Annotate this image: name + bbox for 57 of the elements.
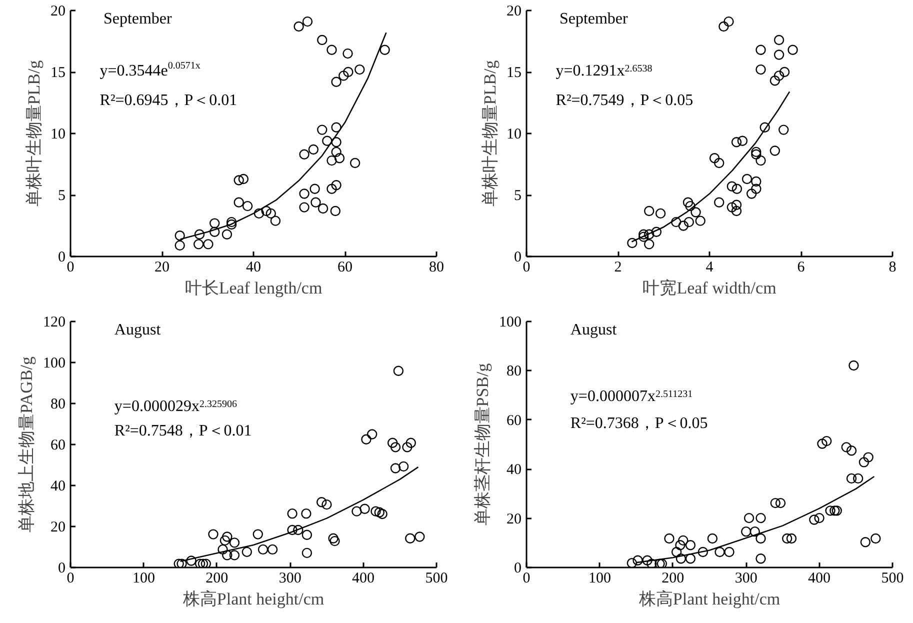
y-tick-label: 80 — [50, 396, 66, 412]
y-tick-label: 0 — [514, 560, 522, 576]
annotation: R²=0.7549，P＜0.05 — [556, 92, 694, 109]
y-tick-label: 100 — [499, 314, 522, 330]
x-tick-label: 400 — [352, 570, 375, 586]
x-tick-label: 2 — [614, 260, 622, 276]
y-tick-label: 10 — [506, 126, 522, 142]
x-tick-label: 100 — [132, 570, 155, 586]
annotation: August — [114, 322, 162, 339]
x-tick-label: 500 — [425, 570, 448, 586]
y-tick-label: 15 — [506, 65, 522, 81]
y-tick-label: 20 — [50, 520, 66, 536]
x-tick-label: 20 — [154, 260, 170, 276]
y-tick-label: 0 — [58, 250, 66, 266]
y-tick-label: 10 — [50, 126, 66, 142]
x-tick-label: 8 — [888, 260, 896, 276]
x-tick-label: 4 — [706, 260, 714, 276]
y-tick-label: 5 — [58, 188, 66, 204]
annotation: R²=0.7548，P＜0.01 — [114, 422, 252, 440]
x-tick-label: 200 — [662, 570, 684, 586]
y-tick-label: 0 — [58, 560, 66, 576]
x-tick-label: 6 — [797, 260, 806, 276]
x-tick-label: 400 — [808, 570, 831, 586]
y-tick-label: 20 — [50, 4, 66, 20]
annotation: R²=0.6945，P＜0.01 — [100, 92, 238, 109]
y-tick-label: 100 — [43, 356, 66, 372]
y-tick-label: 80 — [506, 364, 522, 380]
x-tick-label: 60 — [338, 260, 352, 276]
x-tick-label: 300 — [278, 570, 302, 586]
y-tick-label: 20 — [506, 511, 522, 528]
y-tick-label: 40 — [50, 478, 66, 494]
annotation: September — [103, 10, 173, 28]
y-tick-label: 60 — [506, 412, 522, 429]
x-tick-label: 100 — [588, 570, 611, 586]
x-tick-label: 200 — [206, 570, 228, 586]
y-tick-label: 40 — [506, 462, 522, 478]
y-tick-label: 0 — [514, 250, 522, 266]
y-axis-title: 单株叶生物量PLB/g — [480, 60, 500, 207]
y-tick-label: 60 — [50, 438, 66, 454]
x-tick-label: 300 — [734, 570, 758, 586]
x-tick-label: 500 — [881, 570, 904, 586]
y-tick-label: 120 — [43, 314, 66, 330]
y-tick-label: 15 — [50, 65, 66, 81]
x-tick-label: 80 — [429, 260, 444, 276]
y-axis-title: 单株叶生物量PLB/g — [24, 60, 44, 207]
x-axis-title: 叶长Leaf length/cm — [184, 278, 322, 298]
x-axis-title: 叶宽Leaf width/cm — [642, 278, 776, 298]
x-axis-title: 株高Plant height/cm — [638, 590, 780, 608]
x-tick-label: 40 — [246, 260, 261, 276]
y-axis-title: 单株地上生物量PAGB/g — [17, 356, 36, 533]
annotation: R²=0.7368，P＜0.05 — [570, 415, 708, 432]
y-tick-label: 5 — [514, 188, 522, 204]
y-axis-title: 单株茎杆生物量PSB/g — [473, 362, 492, 526]
y-tick-label: 20 — [506, 4, 522, 20]
x-axis-title: 株高Plant height/cm — [182, 590, 324, 608]
annotation: September — [559, 10, 629, 28]
annotation: August — [570, 322, 618, 339]
